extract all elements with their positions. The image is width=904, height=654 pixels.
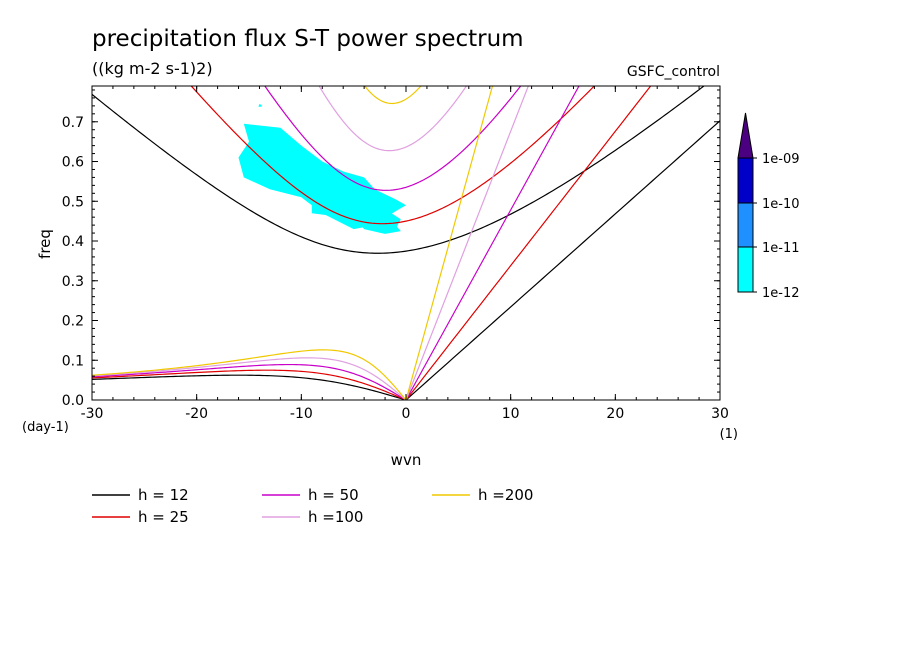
colorbar-box [737, 246, 754, 293]
colorbar-box [737, 202, 754, 248]
chart-subtitle: ((kg m-2 s-1)2) [92, 59, 213, 78]
rossby-curve [92, 369, 407, 400]
inertia-gravity-curve [318, 86, 468, 152]
legend-label: h = 50 [308, 486, 359, 504]
y-tick-label: 0.7 [62, 115, 84, 131]
x-tick-label: -30 [81, 406, 104, 422]
legend-label: h =100 [308, 508, 363, 526]
y-tick-label: 0.3 [62, 274, 84, 290]
kelvin-curve [405, 120, 720, 400]
y-tick-label: 0.6 [62, 155, 84, 171]
y-unit-label: (day-1) [22, 420, 69, 435]
x-tick-label: -10 [290, 406, 313, 422]
x-unit-label: (1) [720, 427, 738, 442]
shaded-area [353, 217, 401, 234]
chart-title: precipitation flux S-T power spectrum [92, 26, 524, 52]
x-tick-label: -20 [185, 406, 208, 422]
y-tick-label: 0.5 [62, 194, 84, 210]
y-tick-label: 0.2 [62, 314, 84, 330]
x-tick-label: 10 [502, 406, 520, 422]
rossby-curve [92, 374, 407, 400]
kelvin-curve [405, 86, 494, 400]
plot-frame [91, 85, 721, 401]
colorbar-arrow [737, 112, 754, 159]
y-tick-label: 0.1 [62, 353, 84, 369]
experiment-label: GSFC_control [627, 64, 720, 80]
colorbar-label: 1e-10 [762, 197, 800, 212]
colorbar-box [737, 157, 754, 204]
colorbar-label: 1e-09 [762, 152, 800, 167]
legend-label: h = 12 [138, 486, 189, 504]
kelvin-curve [405, 86, 652, 400]
y-tick-label: 0.0 [62, 393, 84, 409]
inertia-gravity-curve [92, 86, 705, 254]
inertia-gravity-curve [264, 86, 522, 191]
colorbar: 1e-12 1e-11 1e-10 1e-09 [737, 112, 800, 301]
x-axis-label: wvn [391, 451, 422, 469]
axes: -30 -20 -10 0 10 20 30 0.0 0.1 0.2 0.3 0.4 0.5 0.6 0.7 [62, 86, 729, 422]
rossby-curve [92, 349, 407, 400]
x-tick-label: 20 [606, 406, 624, 422]
y-axis-label: freq [36, 229, 54, 259]
legend-label: h = 25 [138, 508, 189, 526]
inertia-gravity-curve [363, 86, 422, 105]
dispersion-curves [92, 86, 720, 400]
kelvin-curve [405, 86, 529, 400]
kelvin-curve [405, 86, 580, 400]
x-tick-label: 30 [711, 406, 729, 422]
shaded-area [258, 103, 262, 107]
colorbar-label: 1e-11 [762, 241, 800, 256]
legend: h = 12 h = 25 h = 50 h =100 h =200 [92, 486, 533, 526]
rossby-curve [92, 357, 407, 400]
x-tick-label: 0 [402, 406, 411, 422]
colorbar-label: 1e-12 [762, 286, 800, 301]
rossby-curve [92, 363, 407, 400]
power-shading [238, 103, 406, 234]
legend-label: h =200 [478, 486, 533, 504]
y-tick-label: 0.4 [62, 234, 84, 250]
